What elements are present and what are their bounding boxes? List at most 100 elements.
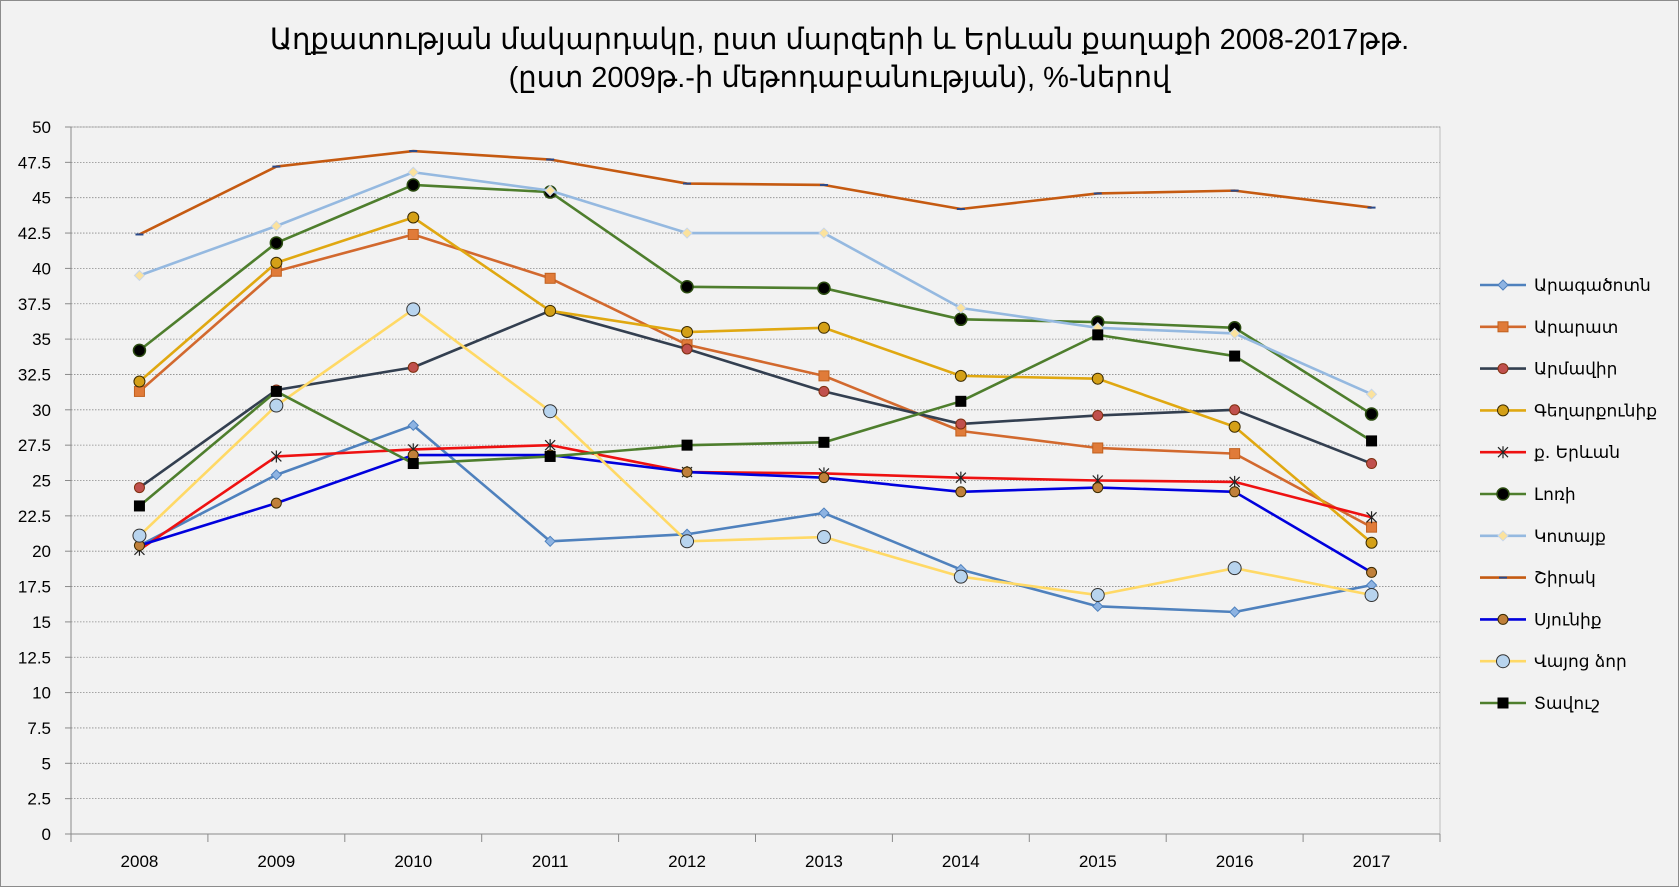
y-tick-label: 25 xyxy=(32,472,51,491)
data-point xyxy=(1092,600,1104,613)
legend-label: Սյունիք xyxy=(1534,610,1602,630)
series-6 xyxy=(132,178,1379,421)
data-point xyxy=(1366,458,1378,470)
data-point xyxy=(270,385,282,397)
series-4 xyxy=(133,211,1378,549)
chart-title-line2: (ըստ 2009թ.-ի մեթոդաբանության), %-ներով xyxy=(508,62,1171,94)
legend-marker xyxy=(1497,446,1509,459)
y-tick-label: 22.5 xyxy=(18,507,51,526)
data-point xyxy=(1229,350,1241,362)
data-point xyxy=(544,184,556,197)
x-tick-label: 2009 xyxy=(257,852,295,871)
data-point xyxy=(1091,372,1104,385)
data-point xyxy=(407,419,419,432)
series-7 xyxy=(133,166,1378,400)
series-line xyxy=(138,216,1373,544)
legend-marker xyxy=(1497,697,1509,709)
data-point xyxy=(817,321,830,334)
y-tick-label: 20 xyxy=(32,542,51,561)
data-point xyxy=(1365,388,1378,400)
y-tick-label: 50 xyxy=(32,118,51,137)
x-tick-label: 2016 xyxy=(1216,852,1254,871)
data-point xyxy=(1092,442,1104,454)
data-point xyxy=(133,269,146,282)
data-point xyxy=(818,507,830,519)
data-point xyxy=(1090,588,1105,603)
data-point xyxy=(681,343,693,355)
data-point xyxy=(406,178,420,192)
x-tick-label: 2012 xyxy=(668,852,706,871)
y-tick-label: 27.5 xyxy=(18,436,51,455)
data-point xyxy=(544,450,556,462)
series-line xyxy=(138,233,1373,529)
data-point xyxy=(269,398,284,413)
y-tick-label: 30 xyxy=(32,401,51,420)
legend-label: Արմավիր xyxy=(1534,360,1617,380)
series-line xyxy=(139,170,1373,396)
legend-label: Վայոց ձոր xyxy=(1534,652,1627,672)
data-point xyxy=(816,530,831,545)
series-line xyxy=(138,183,1373,416)
y-tick-label: 40 xyxy=(32,259,51,278)
data-point xyxy=(1366,566,1378,578)
series-line xyxy=(138,333,1373,507)
series-10 xyxy=(132,302,1379,603)
series-11 xyxy=(133,329,1378,512)
y-tick-label: 2.5 xyxy=(27,790,51,809)
y-tick-label: 45 xyxy=(32,189,51,208)
data-point xyxy=(955,395,967,407)
data-point xyxy=(681,439,693,451)
data-point xyxy=(407,166,419,178)
legend-label: Արարատ xyxy=(1534,318,1618,338)
y-tick-label: 32.5 xyxy=(18,365,51,384)
data-point xyxy=(406,302,421,317)
legend-item: Սյունիք xyxy=(1480,610,1602,630)
series-9 xyxy=(133,449,1378,578)
data-point xyxy=(954,312,968,327)
series-line xyxy=(138,309,1373,489)
series-1 xyxy=(133,419,1378,618)
x-tick-label: 2013 xyxy=(805,852,843,871)
y-tick-label: 0 xyxy=(42,825,51,844)
data-point xyxy=(269,236,284,250)
series-line xyxy=(138,443,1372,551)
data-point xyxy=(1364,407,1379,421)
data-point xyxy=(1228,327,1241,340)
legend-label: Լոռի xyxy=(1534,485,1576,505)
x-tick-label: 2015 xyxy=(1079,852,1117,871)
data-point xyxy=(955,302,967,314)
data-point xyxy=(1364,588,1379,603)
data-point xyxy=(955,418,967,430)
legend-marker xyxy=(1497,321,1509,333)
legend-item: Լոռի xyxy=(1480,485,1576,505)
data-point xyxy=(1228,420,1241,433)
data-point xyxy=(1229,486,1241,498)
chart-title-line1: Աղքատության մակարդակը, ըստ մարզերի և Երև… xyxy=(269,24,1410,56)
legend-item: Արարատ xyxy=(1480,318,1618,338)
series-line xyxy=(138,424,1372,614)
y-tick-label: 15 xyxy=(32,613,51,632)
data-point xyxy=(1229,475,1241,488)
series-line xyxy=(139,453,1373,574)
legend-item: Վայոց ձոր xyxy=(1480,652,1627,672)
data-point xyxy=(1365,536,1378,549)
y-tick-label: 5 xyxy=(42,754,51,773)
legend-label: Շիրակ xyxy=(1534,569,1596,589)
legend-label: Տավուշ xyxy=(1534,694,1600,714)
data-point xyxy=(1229,404,1241,416)
data-point xyxy=(270,469,283,481)
x-tick-label: 2008 xyxy=(121,852,159,871)
data-point xyxy=(1092,329,1104,341)
legend-label: Արագածոտն xyxy=(1534,276,1651,296)
legend-item: Գեղարքունիք xyxy=(1480,401,1657,421)
data-point xyxy=(544,535,556,548)
data-point xyxy=(955,471,967,484)
data-point xyxy=(270,256,283,269)
legend-marker xyxy=(1496,487,1510,501)
data-point xyxy=(133,482,145,494)
legend-item: Արմավիր xyxy=(1480,360,1617,380)
x-tick-label: 2017 xyxy=(1353,852,1391,871)
legend-marker xyxy=(1497,279,1509,291)
data-point xyxy=(818,472,830,484)
